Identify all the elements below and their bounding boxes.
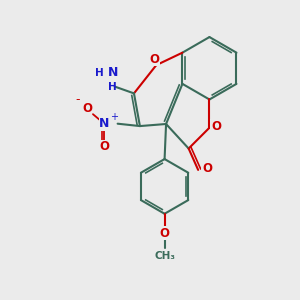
Text: -: - xyxy=(76,93,80,106)
Text: H: H xyxy=(94,68,103,78)
Text: O: O xyxy=(160,226,170,240)
Text: +: + xyxy=(110,112,118,122)
Text: O: O xyxy=(82,102,92,115)
Text: O: O xyxy=(202,162,212,175)
Text: N: N xyxy=(107,66,118,79)
Text: N: N xyxy=(99,117,110,130)
Text: O: O xyxy=(211,120,221,133)
Text: H: H xyxy=(108,82,117,92)
Text: CH₃: CH₃ xyxy=(154,251,175,261)
Text: O: O xyxy=(150,53,160,66)
Text: O: O xyxy=(99,140,109,153)
